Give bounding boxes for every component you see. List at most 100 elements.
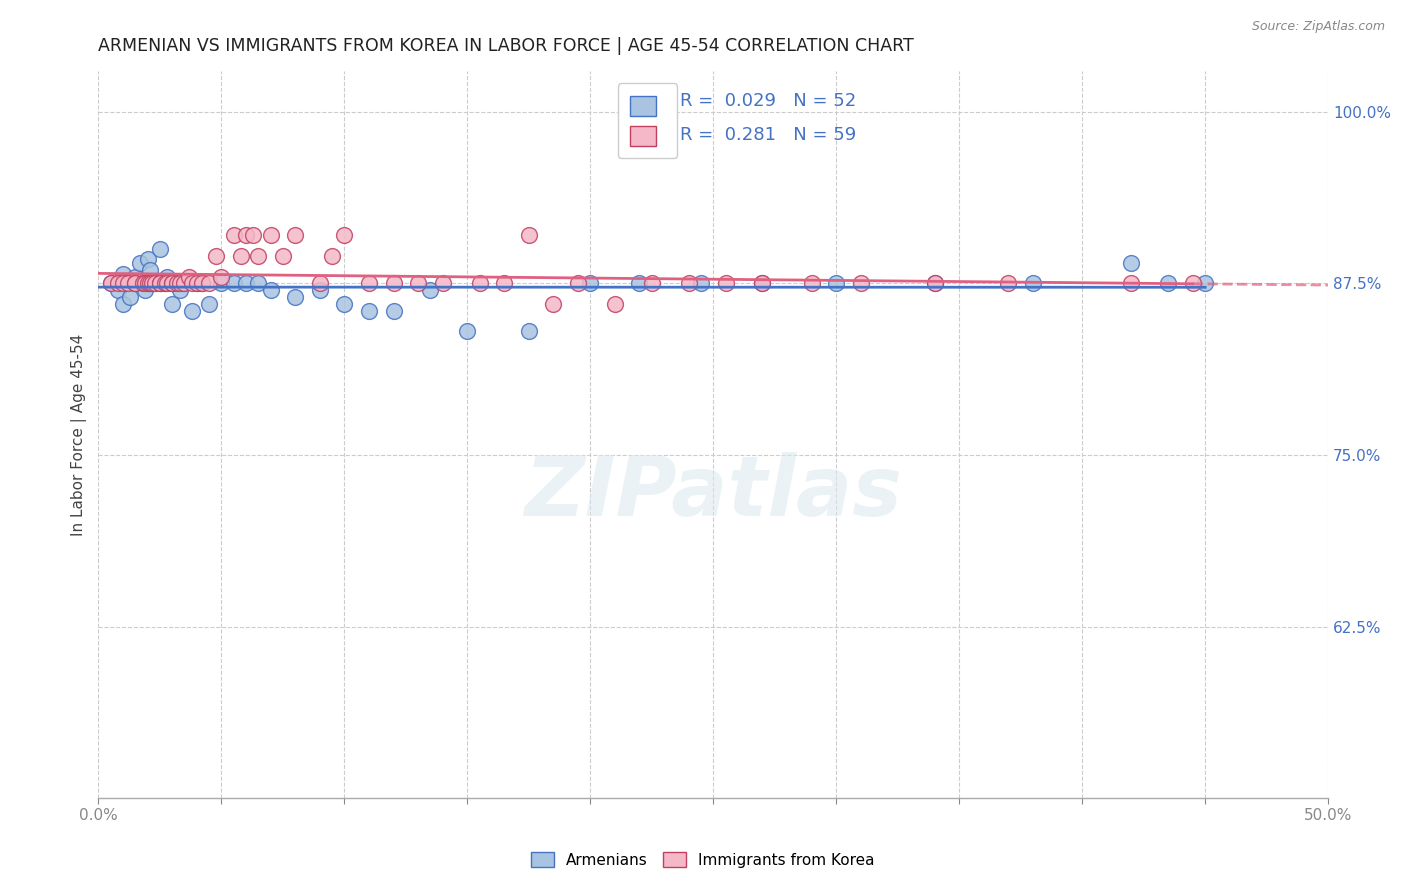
Point bbox=[169, 277, 191, 291]
Point bbox=[160, 277, 183, 291]
Point bbox=[209, 277, 232, 291]
Point bbox=[117, 277, 139, 291]
Point bbox=[579, 277, 602, 291]
Point bbox=[166, 277, 188, 291]
Point bbox=[131, 277, 153, 291]
Point bbox=[139, 277, 162, 291]
Point bbox=[714, 277, 737, 291]
Point bbox=[198, 297, 221, 311]
Text: ARMENIAN VS IMMIGRANTS FROM KOREA IN LABOR FORCE | AGE 45-54 CORRELATION CHART: ARMENIAN VS IMMIGRANTS FROM KOREA IN LAB… bbox=[98, 37, 914, 55]
Point bbox=[308, 283, 330, 297]
Point bbox=[628, 277, 651, 291]
Point bbox=[751, 277, 773, 291]
Point bbox=[136, 252, 159, 266]
Point bbox=[494, 277, 516, 291]
Point bbox=[141, 277, 163, 291]
Point bbox=[160, 277, 183, 291]
Point bbox=[567, 277, 589, 291]
Point bbox=[153, 277, 176, 291]
Point bbox=[924, 277, 946, 291]
Point bbox=[173, 277, 195, 291]
Point bbox=[235, 277, 257, 291]
Point bbox=[190, 277, 212, 291]
Point bbox=[131, 277, 153, 291]
Point bbox=[186, 277, 208, 291]
Point bbox=[134, 277, 156, 291]
Point bbox=[141, 277, 163, 291]
Text: R =  0.029   N = 52: R = 0.029 N = 52 bbox=[681, 92, 856, 111]
Point bbox=[209, 269, 232, 284]
Point bbox=[160, 297, 183, 311]
Point bbox=[169, 283, 191, 297]
Point bbox=[149, 242, 172, 256]
Point bbox=[284, 290, 307, 304]
Point bbox=[124, 277, 146, 291]
Point bbox=[107, 283, 129, 297]
Point bbox=[149, 277, 172, 291]
Point bbox=[1157, 277, 1180, 291]
Point bbox=[603, 297, 626, 311]
Text: R =  0.281   N = 59: R = 0.281 N = 59 bbox=[681, 126, 856, 144]
Point bbox=[190, 277, 212, 291]
Point bbox=[406, 277, 429, 291]
Text: ZIPatlas: ZIPatlas bbox=[524, 452, 903, 533]
Point bbox=[751, 277, 773, 291]
Legend: Armenians, Immigrants from Korea: Armenians, Immigrants from Korea bbox=[523, 844, 883, 875]
Point bbox=[357, 304, 380, 318]
Point bbox=[136, 277, 159, 291]
Point bbox=[139, 262, 162, 277]
Point bbox=[259, 283, 281, 297]
Point bbox=[111, 267, 134, 281]
Point bbox=[419, 283, 441, 297]
Point bbox=[468, 277, 491, 291]
Point bbox=[1121, 277, 1143, 291]
Point bbox=[382, 277, 405, 291]
Point bbox=[180, 277, 202, 291]
Point bbox=[100, 277, 122, 291]
Point bbox=[107, 277, 129, 291]
Point bbox=[198, 277, 221, 291]
Point bbox=[284, 228, 307, 243]
Point bbox=[205, 249, 228, 263]
Point bbox=[173, 277, 195, 291]
Point bbox=[321, 249, 343, 263]
Point bbox=[333, 228, 356, 243]
Point bbox=[100, 277, 122, 291]
Point bbox=[111, 297, 134, 311]
Point bbox=[222, 277, 245, 291]
Point bbox=[800, 277, 823, 291]
Legend: , : , bbox=[617, 84, 678, 159]
Point bbox=[997, 277, 1019, 291]
Point bbox=[690, 277, 713, 291]
Point bbox=[247, 249, 270, 263]
Point bbox=[259, 228, 281, 243]
Point bbox=[543, 297, 565, 311]
Point bbox=[222, 228, 245, 243]
Point bbox=[136, 277, 159, 291]
Point bbox=[1022, 277, 1045, 291]
Point bbox=[134, 283, 156, 297]
Point bbox=[156, 269, 179, 284]
Point bbox=[432, 277, 454, 291]
Point bbox=[1121, 256, 1143, 270]
Point bbox=[153, 277, 176, 291]
Point bbox=[124, 269, 146, 284]
Point bbox=[235, 228, 257, 243]
Point bbox=[517, 325, 540, 339]
Point bbox=[120, 290, 142, 304]
Point bbox=[149, 277, 172, 291]
Point bbox=[166, 277, 188, 291]
Point bbox=[149, 277, 172, 291]
Point bbox=[124, 277, 146, 291]
Point bbox=[825, 277, 848, 291]
Point bbox=[160, 277, 183, 291]
Point bbox=[456, 325, 478, 339]
Point bbox=[1194, 277, 1216, 291]
Point bbox=[117, 277, 139, 291]
Point bbox=[129, 256, 152, 270]
Point bbox=[143, 277, 166, 291]
Point bbox=[924, 277, 946, 291]
Point bbox=[517, 228, 540, 243]
Point bbox=[111, 277, 134, 291]
Point bbox=[180, 304, 202, 318]
